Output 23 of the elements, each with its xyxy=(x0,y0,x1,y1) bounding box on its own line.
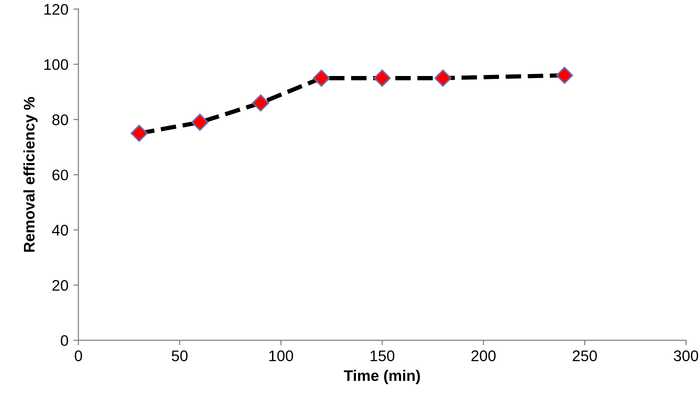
y-tick-label: 60 xyxy=(52,170,68,180)
x-axis-title: Time (min) xyxy=(344,370,420,384)
x-tick-label: 50 xyxy=(172,350,188,362)
point xyxy=(191,114,208,131)
y-tick-label: 80 xyxy=(52,114,68,126)
x-tick-label: 0 xyxy=(74,350,82,362)
x-tick-label: 150 xyxy=(370,350,394,362)
point xyxy=(434,70,452,87)
point xyxy=(374,70,391,87)
point xyxy=(252,94,270,112)
y-axis-title: Removal efficiency % xyxy=(23,96,38,252)
x-tick-label: 250 xyxy=(572,350,597,362)
y-tick-label: 40 xyxy=(52,224,68,236)
y-tick-label: 0 xyxy=(60,335,68,346)
point xyxy=(130,124,148,142)
x-tick-label: 200 xyxy=(471,350,496,362)
x-tick-label: 100 xyxy=(269,350,294,362)
y-tick-label: 20 xyxy=(52,280,68,291)
point xyxy=(556,66,574,84)
x-tick-label: 300 xyxy=(674,350,698,362)
y-tick-label: 120 xyxy=(44,4,68,15)
point xyxy=(312,70,330,87)
y-tick-label: 100 xyxy=(44,59,68,70)
